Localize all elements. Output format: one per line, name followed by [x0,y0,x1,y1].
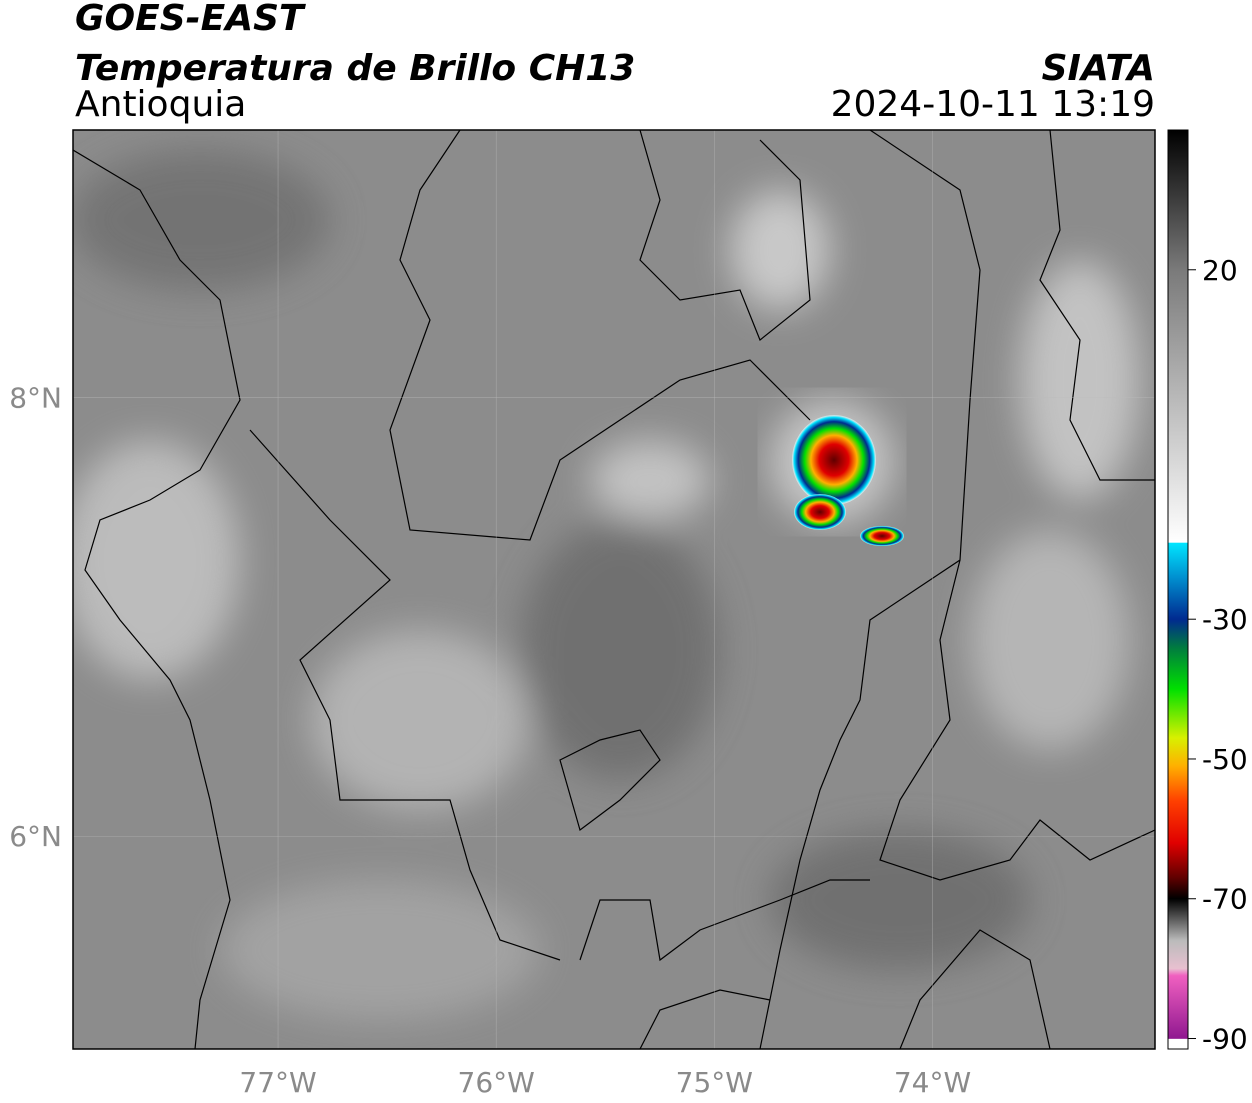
y-tick-label: 8°N [9,382,62,415]
source: SIATA [1042,48,1155,89]
title: GOES-EAST [75,0,306,39]
map-image [73,130,1155,1049]
colorbar-tick-label: -30 [1202,603,1248,636]
region: Antioquia [75,84,246,125]
colorbar-tick-label: 20 [1202,254,1238,287]
colorbar-tick-label: -50 [1202,743,1248,776]
map-frame [72,129,1156,1050]
x-tick-label: 76°W [458,1066,535,1099]
y-tick-label: 6°N [9,820,62,853]
x-tick-label: 74°W [894,1066,971,1099]
colorbar-tick-label: -70 [1202,883,1248,916]
datetime: 2024-10-11 13:19 [831,84,1155,125]
colorbar [1167,129,1189,1050]
colorbar-tick-label: -90 [1202,1023,1248,1056]
x-tick-label: 75°W [676,1066,753,1099]
x-tick-label: 77°W [239,1066,316,1099]
subtitle: Temperatura de Brillo CH13 [75,48,635,89]
